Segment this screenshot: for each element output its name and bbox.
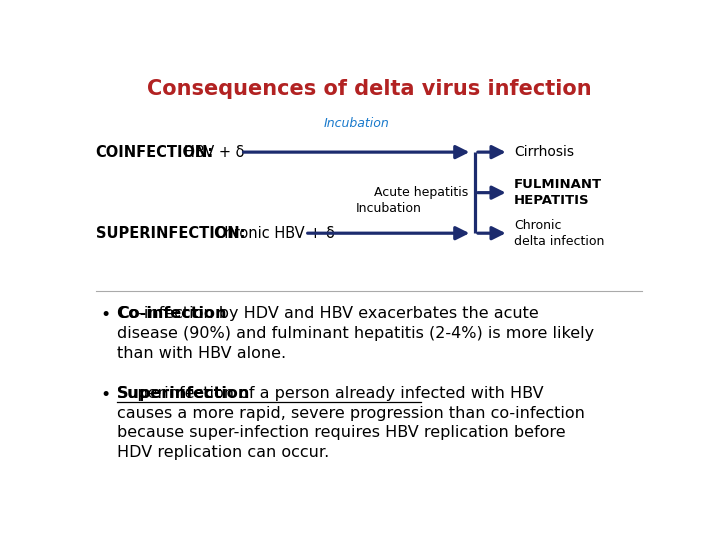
Text: Incubation: Incubation xyxy=(356,202,421,215)
Text: Consequences of delta virus infection: Consequences of delta virus infection xyxy=(147,79,591,99)
Text: Co-infection by HDV and HBV exacerbates the acute
disease (90%) and fulminant he: Co-infection by HDV and HBV exacerbates … xyxy=(117,306,594,361)
Text: COINFECTION:: COINFECTION: xyxy=(96,145,214,160)
Text: Superinfection of a person already infected with HBV
causes a more rapid, severe: Superinfection of a person already infec… xyxy=(117,386,585,460)
Text: FULMINANT
HEPATITIS: FULMINANT HEPATITIS xyxy=(514,178,602,207)
Text: Superinfection: Superinfection xyxy=(117,386,250,401)
Text: •: • xyxy=(100,306,110,324)
Text: SUPERINFECTION:: SUPERINFECTION: xyxy=(96,226,245,241)
Text: HBV + δ: HBV + δ xyxy=(184,145,244,160)
Text: Chronic HBV + δ: Chronic HBV + δ xyxy=(214,226,335,241)
Text: Incubation: Incubation xyxy=(323,118,390,131)
Text: Cirrhosis: Cirrhosis xyxy=(514,145,574,159)
Text: Chronic
delta infection: Chronic delta infection xyxy=(514,219,605,248)
Text: Co-infection: Co-infection xyxy=(117,306,226,321)
Text: Acute hepatitis: Acute hepatitis xyxy=(374,186,468,199)
Text: •: • xyxy=(100,386,110,404)
